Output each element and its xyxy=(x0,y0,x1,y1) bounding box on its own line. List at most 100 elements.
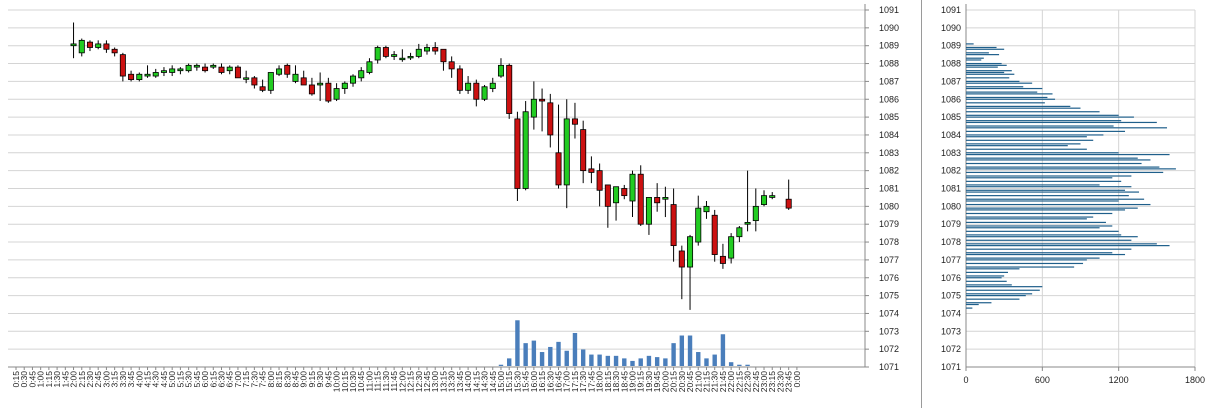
candle-body xyxy=(555,152,562,186)
profile-bar xyxy=(966,216,1094,218)
price-tick-label: 1089 xyxy=(879,41,899,51)
time-tick-label: 0:30 xyxy=(19,371,29,388)
candle xyxy=(358,67,365,82)
candle-body xyxy=(382,47,389,57)
candle-body xyxy=(111,48,118,54)
price-tick-label: 1091 xyxy=(879,5,899,15)
candle xyxy=(703,200,710,219)
time-tick-label: 16:00 xyxy=(529,371,539,393)
profile-bar xyxy=(966,218,1087,220)
candle xyxy=(333,83,340,102)
candle-body xyxy=(259,86,266,91)
profile-price-label: 1084 xyxy=(941,130,961,140)
candle xyxy=(711,209,718,262)
candle-body xyxy=(695,207,702,243)
profile-bar xyxy=(966,271,1008,273)
profile-price-label: 1074 xyxy=(941,308,961,318)
candle-body xyxy=(522,111,529,189)
time-tick-label: 22:30 xyxy=(743,371,753,393)
candle-body xyxy=(465,82,472,91)
profile-bar xyxy=(966,139,1094,141)
candle-body xyxy=(481,86,488,100)
time-tick-label: 22:00 xyxy=(726,371,736,393)
profile-bar xyxy=(966,248,1132,250)
profile-bar xyxy=(966,130,1126,132)
candle xyxy=(448,56,455,78)
candle xyxy=(465,76,472,94)
time-tick-label: 15:30 xyxy=(512,371,522,393)
time-tick-label: 7:45 xyxy=(258,371,268,388)
candle-body xyxy=(662,197,669,200)
volume-bar xyxy=(589,354,594,366)
time-tick-label: 13:30 xyxy=(447,371,457,393)
candle xyxy=(687,234,694,310)
candle-body xyxy=(366,61,373,73)
candle-body xyxy=(95,43,102,48)
price-gridlines xyxy=(8,9,865,368)
profile-bar xyxy=(966,145,1068,147)
candle xyxy=(350,74,357,87)
profile-bar xyxy=(966,177,1113,179)
time-tick-label: 14:30 xyxy=(480,371,490,393)
profile-bar xyxy=(966,111,1100,113)
volume-profile-chart: 1071 1072 1073 1074 1075 1076 1077 1078 1079 1080… xyxy=(941,4,1205,385)
volume-bar xyxy=(564,350,569,366)
profile-bar xyxy=(966,162,1142,165)
candle-body xyxy=(571,118,578,125)
time-tick-label: 10:30 xyxy=(348,371,358,393)
volume-bar xyxy=(663,358,668,366)
time-tick-label: 1:45 xyxy=(60,371,70,388)
candle-body xyxy=(744,222,751,225)
candle xyxy=(407,52,414,60)
candle-body xyxy=(415,48,422,57)
candle xyxy=(514,111,521,201)
time-tick-label: 15:00 xyxy=(496,371,506,393)
time-tick-label: 12:30 xyxy=(414,371,424,393)
profile-bar xyxy=(966,284,1012,286)
profile-bar xyxy=(966,200,1119,202)
candle xyxy=(325,77,332,103)
candle xyxy=(218,63,225,75)
candle-body xyxy=(308,84,315,95)
profile-bar xyxy=(966,268,1020,270)
profile-price-label: 1088 xyxy=(941,59,961,69)
profile-bar xyxy=(966,298,1020,300)
candle-body xyxy=(169,68,176,73)
candle xyxy=(119,52,126,82)
time-axis-labels: 0:150:300:451:001:151:301:452:002:152:30… xyxy=(11,367,802,392)
candle-body xyxy=(78,39,85,54)
candle xyxy=(70,22,77,59)
profile-bar xyxy=(966,191,1140,193)
time-tick-label: 2:15 xyxy=(77,371,87,388)
profile-price-label: 1085 xyxy=(941,112,961,122)
profile-bar xyxy=(966,168,1176,170)
candle-body xyxy=(448,61,455,70)
candle-body xyxy=(399,57,406,61)
time-tick-label: 5:00 xyxy=(167,371,177,388)
time-tick-label: 19:15 xyxy=(636,371,646,393)
candle-body xyxy=(497,64,504,77)
profile-bar xyxy=(966,275,1005,277)
profile-bar xyxy=(966,96,1048,99)
candle xyxy=(111,47,118,57)
volume-bar xyxy=(539,352,545,366)
profile-bar xyxy=(966,157,1138,159)
volume-bar xyxy=(580,349,586,366)
candle xyxy=(555,104,562,189)
candle xyxy=(539,88,546,132)
time-tick-label: 10:45 xyxy=(356,371,366,393)
profile-bar xyxy=(966,159,1151,161)
candle-body xyxy=(514,118,521,189)
candle-body xyxy=(144,73,151,77)
profile-price-label: 1087 xyxy=(941,76,961,86)
time-tick-label: 9:30 xyxy=(315,371,325,388)
profile-bar xyxy=(966,86,1024,88)
time-tick-label: 5:30 xyxy=(184,371,194,388)
volume-bar xyxy=(507,358,512,366)
candle-body xyxy=(152,72,159,77)
profile-bar xyxy=(966,48,1005,50)
volume-bar xyxy=(548,346,553,366)
profile-price-labels: 1071 1072 1073 1074 1075 1076 1077 1078 1079 1080… xyxy=(941,5,961,372)
profile-bar xyxy=(966,184,1100,186)
time-tick-label: 0:00 xyxy=(792,371,802,388)
